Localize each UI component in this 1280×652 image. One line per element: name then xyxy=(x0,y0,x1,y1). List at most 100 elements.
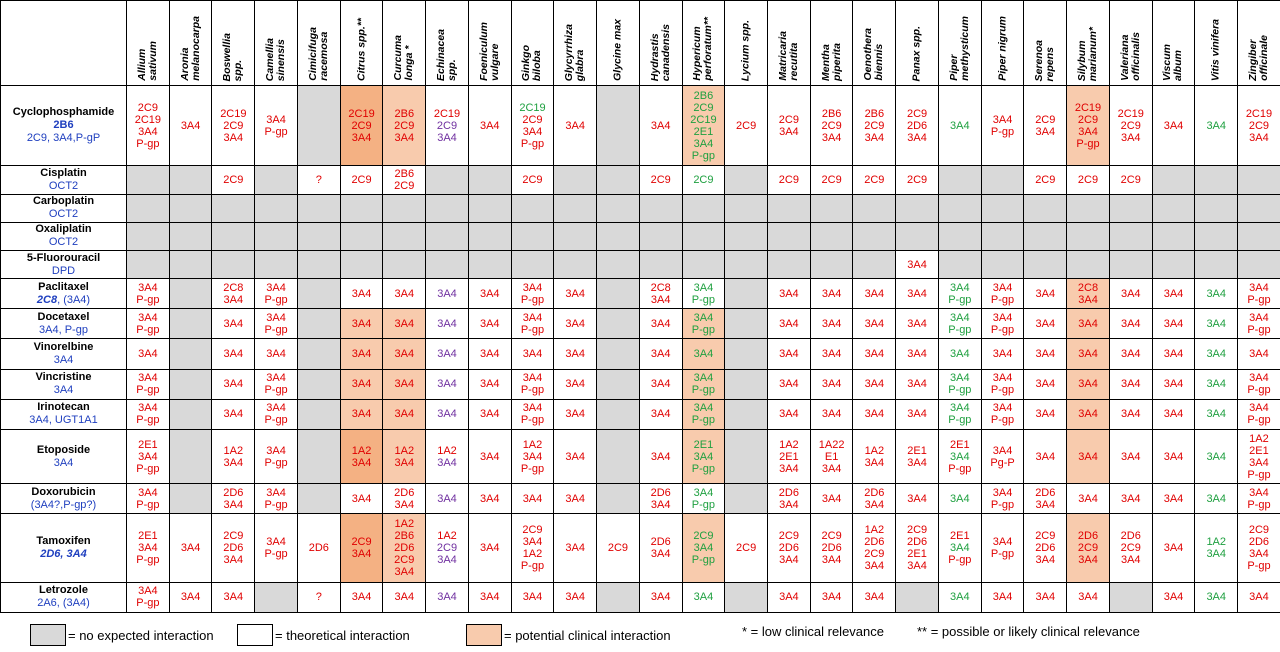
enzyme-code: 3A4 P-gp xyxy=(520,311,545,336)
interaction-cell: 3A4 xyxy=(339,338,384,370)
interaction-cell: 3A4 P-gp xyxy=(254,398,298,430)
enzyme-code: 3A4 xyxy=(907,258,927,271)
enzyme-code: 3A4 P-gp xyxy=(990,402,1015,427)
interaction-cell xyxy=(1194,165,1239,195)
enzyme-code: 2C9 xyxy=(906,174,928,187)
enzyme-code: 3A4 xyxy=(180,591,201,604)
enzyme-code: 3A4 P-gp xyxy=(990,536,1015,560)
interaction-cell: 3A4 xyxy=(553,368,598,400)
enzyme-code: 2D6 3A4 xyxy=(650,486,671,511)
interaction-cell: 3A4 P-gp xyxy=(937,278,982,310)
interaction-cell: 2C19 2C9 3A4 P-gp xyxy=(1066,84,1110,167)
legend-none-label: = no expected interaction xyxy=(68,627,214,643)
interaction-cell: 3A4 xyxy=(211,398,256,430)
interaction-cell: 3A4 xyxy=(211,581,256,614)
drug-row: Cyclophosphamide 2B6 2C9, 3A4,P-gP 2C9 2C19… xyxy=(0,84,1280,167)
enzyme-code: 1A2 2D6 2C9 3A4 xyxy=(864,524,885,572)
interaction-cell: 3A4 xyxy=(809,308,854,340)
enzyme-code: 3A4 xyxy=(351,347,372,360)
enzyme-code: 2C9 xyxy=(864,174,885,187)
interaction-cell: 2C9 3A4 xyxy=(339,513,384,583)
enzyme-code: 3A4 xyxy=(394,408,415,421)
interaction-cell: 3A4 xyxy=(895,368,939,400)
interaction-cell xyxy=(168,193,213,223)
enzyme-code: 2D6 3A4 xyxy=(864,486,885,511)
interaction-cell: 2C8 3A4 xyxy=(638,278,683,310)
interaction-cell: 3A4 xyxy=(1066,581,1110,614)
enzyme-code: 3A4 xyxy=(650,591,671,604)
enzyme-code: 3A4 xyxy=(821,378,842,391)
drug-cell: Cisplatin OCT2 xyxy=(0,165,127,195)
enzyme-code: 2E1 3A4 P-gp xyxy=(136,438,160,475)
herb-header: Viscum album xyxy=(1151,0,1196,86)
enzyme-code: 1A2 3A4 xyxy=(1206,536,1227,560)
interaction-cell xyxy=(980,221,1025,251)
herb-name: Viscum album xyxy=(1161,44,1185,81)
interaction-cell xyxy=(425,221,469,251)
enzyme-code: 3A4 xyxy=(394,317,415,330)
enzyme-code: 2C19 2C9 3A4 xyxy=(1245,107,1273,144)
enzyme-code: 2C9 2D6 3A4 xyxy=(778,530,799,566)
legend-likely: ** = possible or likely clinical relevan… xyxy=(917,624,1140,639)
herb-name: Glycyrrhiza glabra xyxy=(563,23,587,81)
interaction-cell: 3A4 P-gp xyxy=(510,368,555,400)
enzyme-code: 3A4 xyxy=(351,492,372,505)
interaction-cell: 3A4 xyxy=(1151,278,1196,310)
enzyme-code: 3A4 xyxy=(821,591,842,604)
interaction-cell: 1A2 3A4 xyxy=(425,428,469,485)
enzyme-code: 3A4 P-gp xyxy=(1247,486,1271,511)
interaction-cell: 3A4 P-gp xyxy=(937,308,982,340)
interaction-cell: 3A4 xyxy=(1108,368,1153,400)
enzyme-code: ? xyxy=(315,174,322,187)
herb-name: Oenothera biennis xyxy=(862,28,886,81)
enzyme-code: 2E1 3A4 P-gp xyxy=(136,530,160,566)
interaction-cell: 3A4 xyxy=(1194,483,1239,515)
legend-none: = no expected interaction xyxy=(30,624,214,646)
enzyme-code: 3A4 P-gp xyxy=(1247,281,1271,306)
enzyme-code: 3A4 xyxy=(821,317,842,330)
enzyme-code: 3A4 xyxy=(907,492,927,505)
interaction-cell: 3A4 xyxy=(852,368,897,400)
drug-cell: Tamoxifen 2D6, 3A4 xyxy=(0,513,127,583)
enzyme-code: 3A4 xyxy=(1163,378,1184,391)
herb-header: Cimicifuga racemosa xyxy=(296,0,341,86)
interaction-cell: 3A4 xyxy=(980,581,1025,614)
interaction-cell xyxy=(809,249,854,280)
interaction-cell xyxy=(767,249,811,280)
drug-enzymes: 3A4, UGT1A1 xyxy=(29,414,98,427)
enzyme-code: P-gp xyxy=(948,554,972,566)
interaction-cell: 3A4 xyxy=(1194,581,1239,614)
drug-name: Cisplatin xyxy=(40,167,87,180)
interaction-cell: 3A4 xyxy=(339,368,384,400)
herb-name: Piper nigrum xyxy=(996,16,1009,81)
interaction-cell: 3A4 xyxy=(852,308,897,340)
drug-enzymes: 3A4 xyxy=(53,456,74,469)
interaction-cell: 2C8 3A4 xyxy=(211,278,256,310)
enzyme-code: 3A4 xyxy=(907,408,927,421)
enzyme-code: 3A4 P-gp xyxy=(264,444,288,469)
herb-name: Echinacea spp. xyxy=(435,29,458,81)
interaction-cell: 1A2 3A4 xyxy=(339,428,384,485)
interaction-cell: 3A4 xyxy=(425,338,469,370)
enzyme-code: 3A4 xyxy=(1206,119,1227,132)
interaction-cell: 3A4 xyxy=(425,398,469,430)
interaction-cell: 3A4 xyxy=(1194,428,1239,485)
interaction-cell xyxy=(1108,249,1153,280)
herb-name: Allium sativum xyxy=(135,41,159,81)
enzyme-code: 1A2 3A4 xyxy=(351,444,372,469)
herb-name: Citrus spp.** xyxy=(355,17,368,81)
enzyme-code: 2C9 xyxy=(522,174,543,187)
interaction-cell: 3A4 xyxy=(467,368,512,400)
drug-enzyme-primary: 2C8 xyxy=(36,293,58,306)
enzyme-code: 3A4 P-gp xyxy=(136,402,160,427)
enzyme-code: 2D6 3A4 xyxy=(1035,486,1056,511)
interaction-cell xyxy=(296,193,341,223)
interaction-cell: 2C19 2C9 3A4 xyxy=(339,84,384,167)
herb-name: Matricaria recutita xyxy=(776,31,800,81)
enzyme-code: 1A22 E1 3A4 xyxy=(818,438,845,475)
legend-swatch-orange xyxy=(466,624,502,646)
interaction-cell: 3A4 xyxy=(1108,398,1153,430)
interaction-cell xyxy=(296,84,341,167)
interaction-cell: 2C9 3A4 P-gp xyxy=(681,513,726,583)
interaction-cell: 3A4 xyxy=(1237,338,1280,370)
